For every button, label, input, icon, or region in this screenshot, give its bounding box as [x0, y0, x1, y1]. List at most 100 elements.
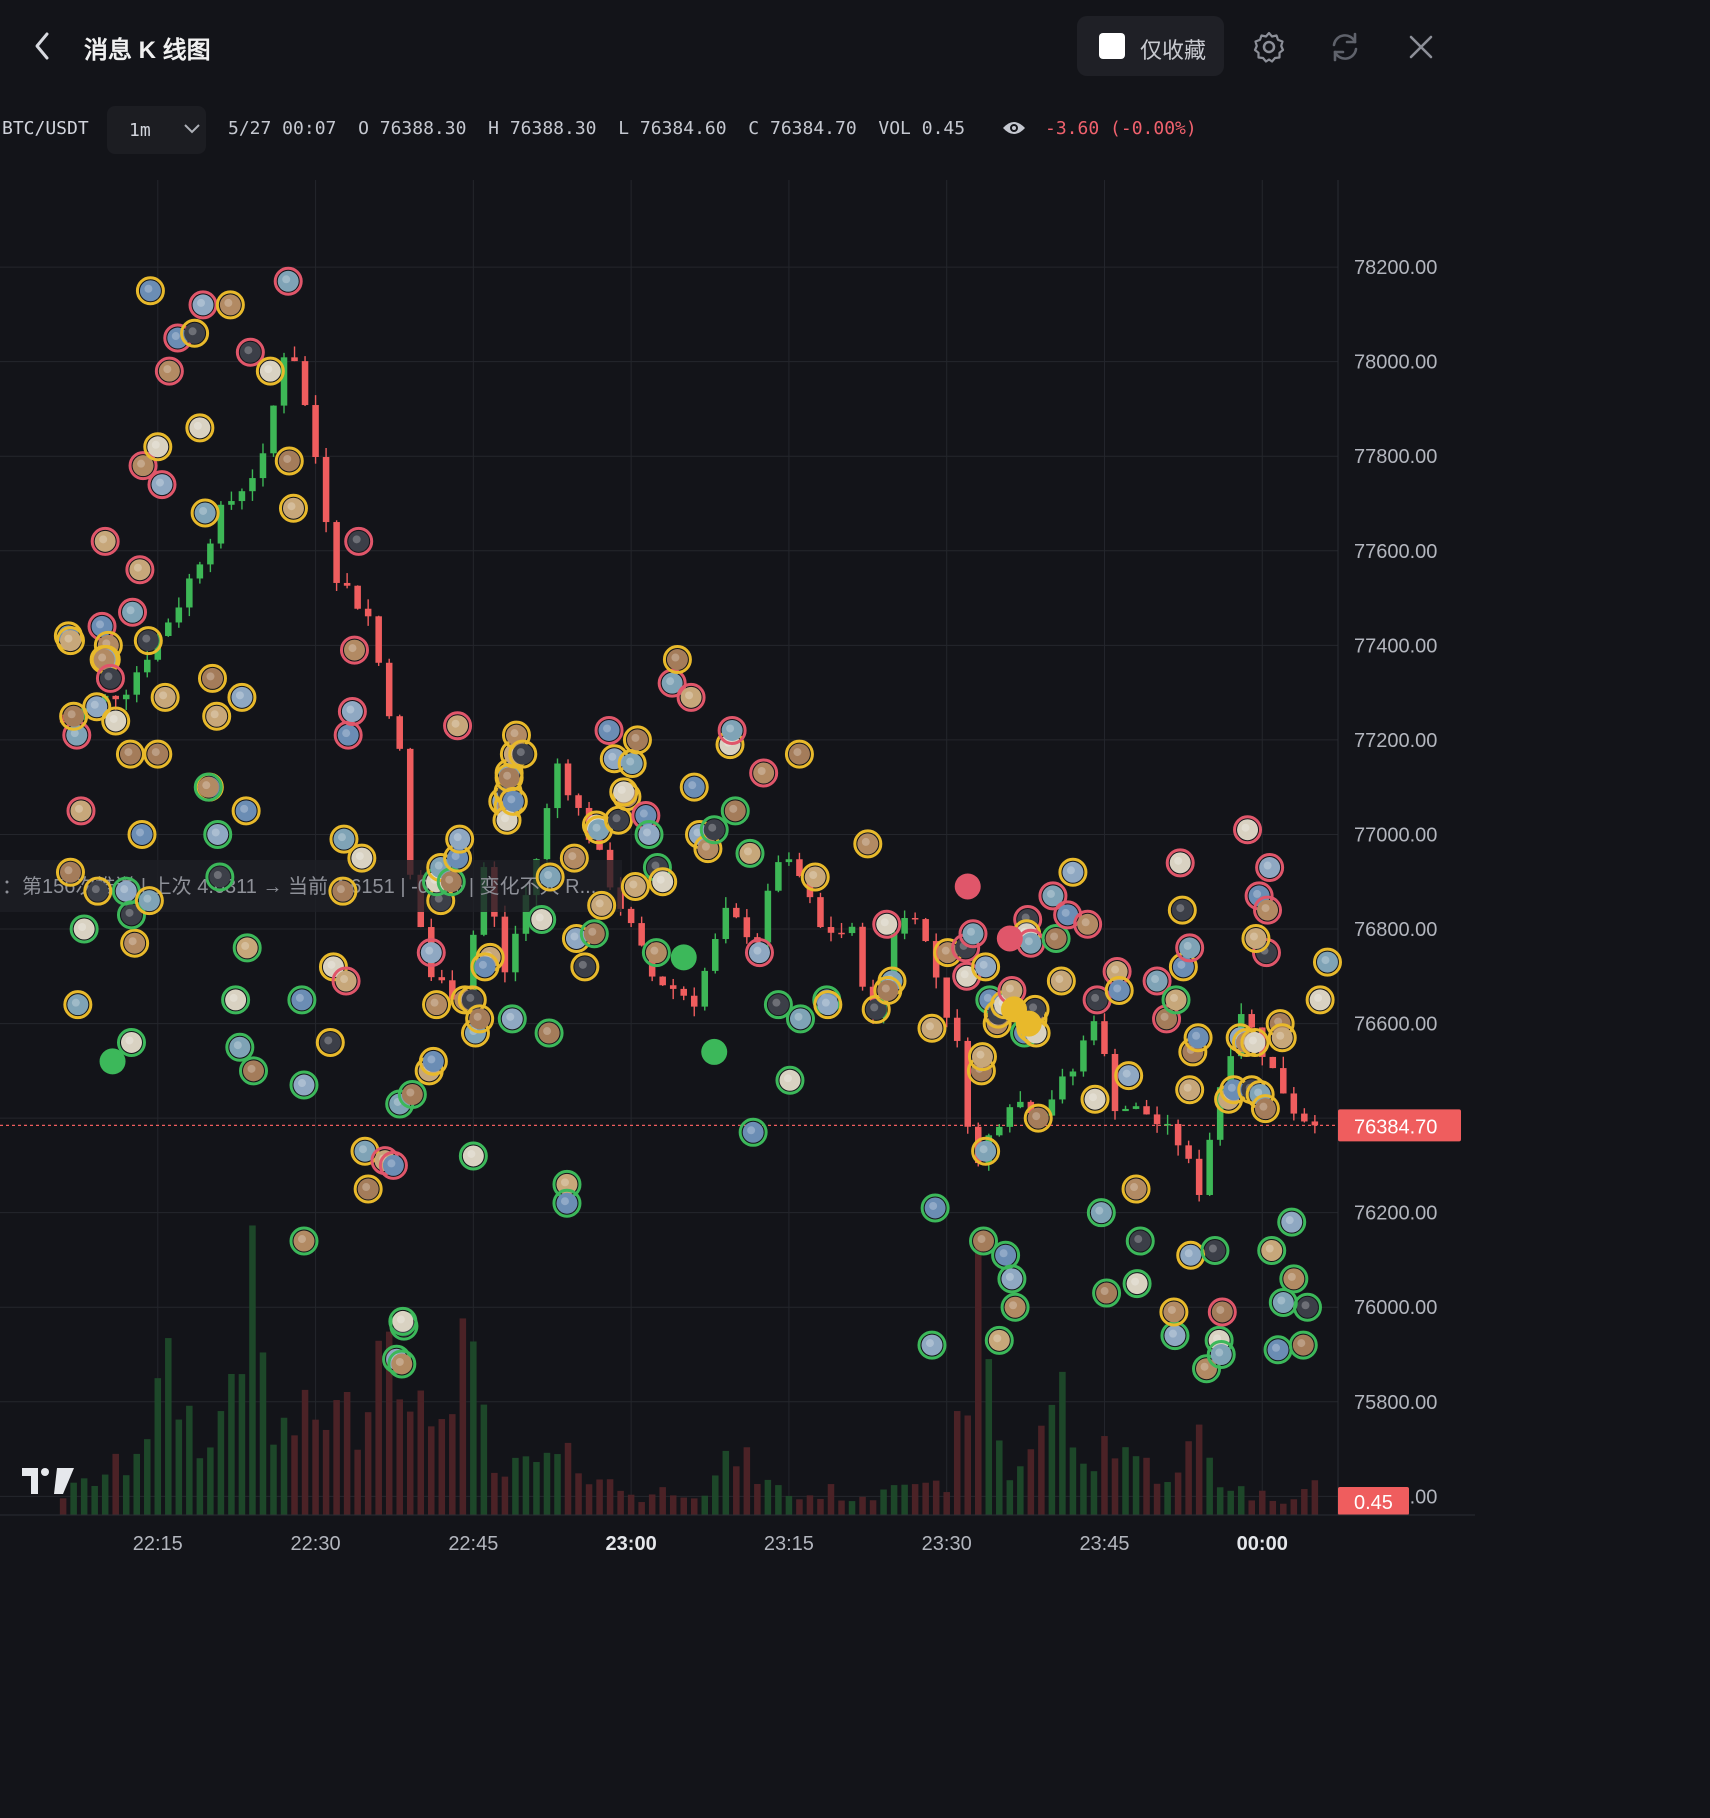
message-marker[interactable]: [344, 526, 374, 556]
message-marker[interactable]: [1250, 1094, 1280, 1124]
message-marker[interactable]: [763, 990, 793, 1020]
message-marker[interactable]: [997, 1264, 1027, 1294]
message-marker[interactable]: [1121, 1174, 1151, 1204]
message-marker[interactable]: [676, 682, 706, 712]
message-marker[interactable]: [443, 711, 473, 741]
message-marker[interactable]: [657, 668, 687, 698]
message-marker[interactable]: [190, 498, 220, 528]
message-marker[interactable]: [147, 470, 177, 500]
message-marker[interactable]: [634, 819, 664, 849]
message-marker[interactable]: [1159, 1297, 1189, 1327]
message-marker[interactable]: [784, 739, 814, 769]
message-marker[interactable]: [416, 938, 446, 968]
message-marker[interactable]: [622, 725, 652, 755]
message-marker[interactable]: [353, 1174, 383, 1204]
message-marker[interactable]: [125, 555, 155, 585]
message-marker[interactable]: [1253, 895, 1283, 925]
message-dot[interactable]: [701, 1038, 728, 1065]
message-marker[interactable]: [1165, 848, 1195, 878]
message-marker[interactable]: [202, 701, 232, 731]
message-marker[interactable]: [594, 715, 624, 745]
message-marker[interactable]: [872, 909, 902, 939]
message-marker[interactable]: [800, 862, 830, 892]
message-marker[interactable]: [1167, 895, 1197, 925]
message-marker[interactable]: [527, 905, 557, 935]
message-marker[interactable]: [1200, 1236, 1230, 1266]
message-marker[interactable]: [984, 1325, 1014, 1355]
message-marker[interactable]: [188, 290, 218, 320]
message-marker[interactable]: [813, 990, 843, 1020]
message-marker[interactable]: [133, 626, 163, 656]
message-marker[interactable]: [662, 645, 692, 675]
message-marker[interactable]: [315, 1027, 345, 1057]
message-marker[interactable]: [1312, 947, 1342, 977]
message-marker[interactable]: [1257, 1236, 1287, 1266]
message-marker[interactable]: [991, 1240, 1021, 1270]
message-marker[interactable]: [958, 919, 988, 949]
message-marker[interactable]: [445, 824, 475, 854]
message-dot[interactable]: [670, 944, 697, 971]
message-marker[interactable]: [150, 682, 180, 712]
message-marker[interactable]: [1092, 1278, 1122, 1308]
message-marker[interactable]: [215, 290, 245, 320]
message-marker[interactable]: [143, 432, 173, 462]
symbol-label[interactable]: BTC/USDT: [2, 118, 89, 139]
message-marker[interactable]: [853, 829, 883, 859]
interval-select[interactable]: 1m: [107, 106, 206, 154]
message-marker[interactable]: [785, 1004, 815, 1034]
tradingview-logo[interactable]: [22, 1468, 74, 1501]
message-markers[interactable]: [53, 266, 1342, 1384]
message-marker[interactable]: [699, 815, 729, 845]
message-marker[interactable]: [66, 796, 96, 826]
message-marker[interactable]: [239, 1056, 269, 1086]
message-marker[interactable]: [1267, 1023, 1297, 1053]
message-marker[interactable]: [1263, 1335, 1293, 1365]
message-marker[interactable]: [227, 682, 257, 712]
message-marker[interactable]: [534, 1018, 564, 1048]
refresh-icon[interactable]: [1328, 30, 1362, 64]
message-marker[interactable]: [347, 843, 377, 873]
message-marker[interactable]: [255, 356, 285, 386]
message-marker[interactable]: [917, 1013, 947, 1043]
message-marker[interactable]: [387, 1349, 417, 1379]
message-marker[interactable]: [920, 1193, 950, 1223]
message-marker[interactable]: [1240, 1027, 1270, 1057]
message-marker[interactable]: [508, 739, 538, 769]
message-marker[interactable]: [1206, 1340, 1236, 1370]
eye-icon[interactable]: [1002, 119, 1026, 142]
message-marker[interactable]: [116, 1027, 146, 1057]
message-marker[interactable]: [1183, 1023, 1213, 1053]
favorites-only-toggle[interactable]: 仅收藏: [1077, 16, 1224, 76]
message-marker[interactable]: [1046, 966, 1076, 996]
message-marker[interactable]: [971, 1136, 1001, 1166]
message-marker[interactable]: [470, 952, 500, 982]
message-marker[interactable]: [641, 938, 671, 968]
message-marker[interactable]: [873, 975, 903, 1005]
message-marker[interactable]: [1114, 1061, 1144, 1091]
message-marker[interactable]: [749, 758, 779, 788]
message-marker[interactable]: [775, 1065, 805, 1095]
message-marker[interactable]: [1241, 923, 1271, 953]
message-marker[interactable]: [274, 446, 304, 476]
message-marker[interactable]: [378, 1150, 408, 1180]
message-marker[interactable]: [418, 1046, 448, 1076]
message-marker[interactable]: [587, 890, 617, 920]
message-marker[interactable]: [1277, 1207, 1307, 1237]
message-marker[interactable]: [127, 819, 157, 849]
message-marker[interactable]: [971, 952, 1001, 982]
message-marker[interactable]: [278, 493, 308, 523]
message-marker[interactable]: [1125, 1226, 1155, 1256]
message-marker[interactable]: [180, 318, 210, 348]
message-marker[interactable]: [735, 838, 765, 868]
message-marker[interactable]: [969, 1226, 999, 1256]
message-marker[interactable]: [1161, 985, 1191, 1015]
back-arrow-icon[interactable]: [28, 28, 58, 64]
message-marker[interactable]: [552, 1188, 582, 1218]
message-marker[interactable]: [620, 871, 650, 901]
message-marker[interactable]: [1023, 1103, 1053, 1133]
message-marker[interactable]: [193, 772, 223, 802]
message-marker[interactable]: [1207, 1297, 1237, 1327]
message-marker[interactable]: [1104, 975, 1134, 1005]
message-marker[interactable]: [185, 413, 215, 443]
message-marker[interactable]: [1305, 985, 1335, 1015]
